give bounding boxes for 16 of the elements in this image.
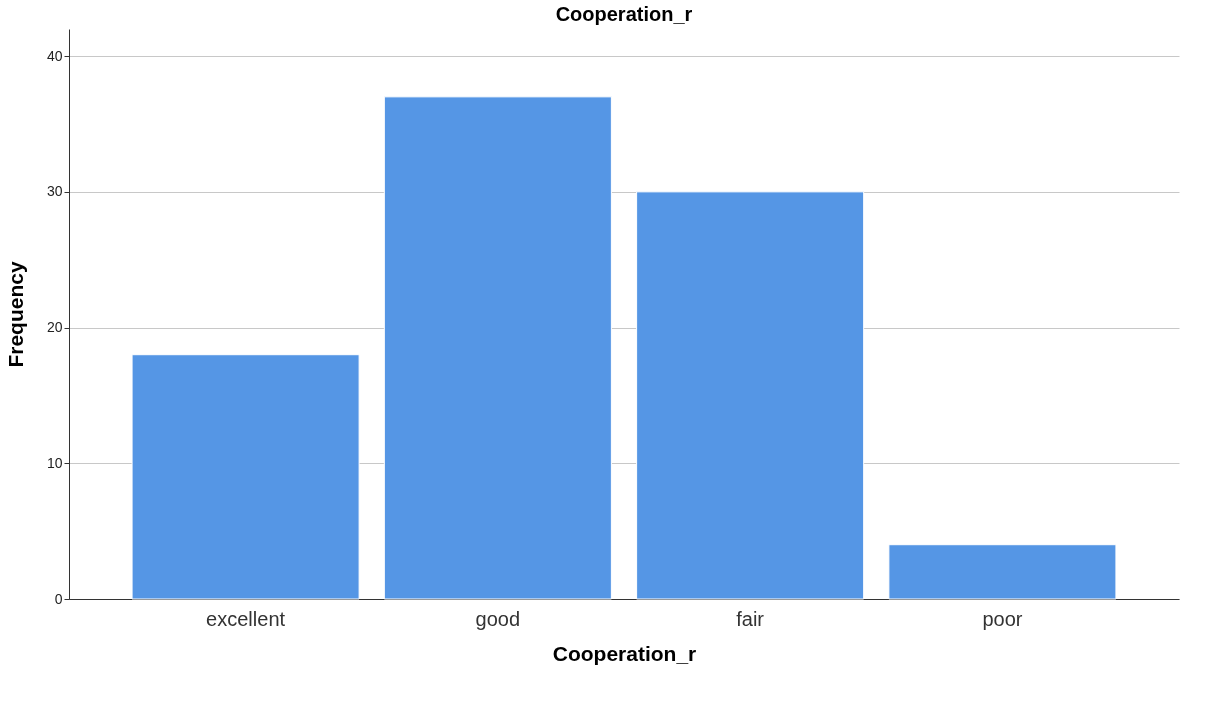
x-tick-label: good (475, 607, 521, 630)
y-tick-label: 20 (46, 319, 63, 336)
bar (131, 354, 360, 600)
y-tick-label: 0 (54, 590, 63, 607)
bar (888, 544, 1117, 600)
chart-title: Cooperation_r (555, 3, 693, 25)
bar (383, 96, 612, 600)
y-tick-label: 10 (46, 454, 63, 471)
y-tick-label: 40 (46, 47, 63, 64)
y-axis-title: Frequency (3, 261, 27, 368)
bar (636, 191, 865, 600)
x-tick-label: fair (736, 607, 765, 630)
y-tick-label: 30 (46, 183, 63, 200)
x-tick-label: poor (982, 607, 1023, 630)
x-axis-title: Cooperation_r (552, 641, 697, 665)
x-tick-label: excellent (206, 607, 286, 630)
